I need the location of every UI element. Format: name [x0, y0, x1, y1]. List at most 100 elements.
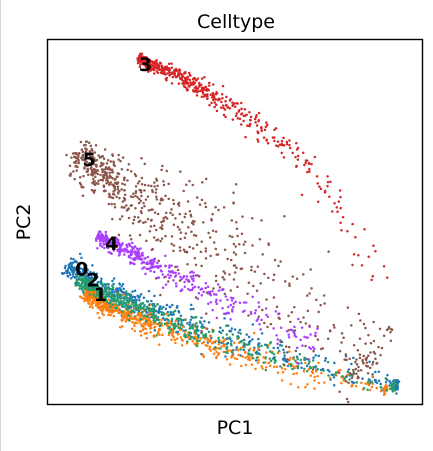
data-point — [319, 303, 322, 307]
data-point — [161, 273, 164, 276]
data-point — [223, 248, 227, 251]
data-point — [255, 289, 259, 292]
data-point — [317, 381, 320, 385]
data-point — [340, 341, 343, 344]
data-point — [224, 338, 227, 341]
data-point — [172, 71, 176, 74]
data-point — [137, 309, 141, 313]
data-point — [275, 365, 279, 368]
data-point — [95, 275, 99, 279]
data-point — [132, 218, 136, 222]
data-point — [74, 161, 77, 165]
data-point — [327, 374, 330, 377]
data-point — [120, 188, 123, 191]
data-point — [188, 323, 191, 327]
data-point — [91, 264, 94, 267]
data-point — [121, 305, 124, 308]
data-point — [65, 271, 69, 275]
data-point — [224, 351, 227, 354]
data-point — [128, 234, 132, 237]
data-point — [333, 373, 336, 376]
data-point — [272, 273, 276, 277]
data-point — [317, 354, 321, 358]
data-point — [138, 307, 142, 310]
data-point — [122, 287, 125, 291]
data-point — [266, 315, 270, 318]
data-point — [154, 315, 157, 318]
data-point — [71, 261, 75, 264]
data-point — [357, 254, 360, 257]
data-point — [339, 195, 342, 199]
data-point — [72, 257, 75, 261]
data-point — [339, 206, 342, 210]
data-point — [147, 209, 151, 212]
data-point — [292, 356, 295, 359]
data-point — [303, 367, 306, 371]
data-point — [113, 178, 116, 181]
data-point — [268, 364, 272, 368]
series-4 — [94, 230, 319, 365]
data-point — [99, 178, 103, 182]
data-point — [316, 368, 319, 371]
data-point — [236, 117, 240, 120]
data-point — [346, 230, 349, 233]
data-point — [239, 101, 243, 105]
data-point — [385, 389, 389, 392]
data-point — [256, 317, 260, 321]
data-point — [238, 108, 241, 112]
data-point — [257, 301, 260, 304]
data-point — [77, 155, 80, 159]
data-point — [101, 283, 105, 287]
data-point — [209, 293, 212, 297]
data-point — [134, 316, 138, 319]
data-point — [107, 192, 111, 196]
data-point — [140, 307, 144, 310]
data-point — [84, 159, 87, 163]
data-point — [120, 318, 123, 322]
data-point — [283, 214, 286, 218]
data-point — [211, 229, 215, 232]
data-point — [161, 164, 164, 168]
data-point — [157, 321, 161, 324]
data-point — [74, 151, 77, 155]
data-point — [243, 251, 247, 255]
data-point — [283, 368, 287, 371]
data-point — [177, 326, 180, 329]
data-point — [184, 318, 187, 321]
data-point — [257, 119, 261, 122]
data-point — [98, 297, 102, 301]
data-point — [389, 331, 392, 334]
data-point — [362, 362, 365, 365]
data-point — [189, 271, 192, 274]
data-point — [86, 275, 90, 278]
data-point — [191, 274, 195, 278]
data-point — [132, 309, 135, 313]
data-point — [265, 121, 268, 124]
data-point — [308, 292, 311, 295]
data-point — [102, 157, 106, 160]
data-point — [360, 381, 363, 384]
data-point — [144, 198, 148, 201]
data-point — [359, 368, 363, 372]
data-point — [125, 204, 128, 207]
data-point — [341, 375, 344, 378]
data-point — [352, 372, 356, 375]
data-point — [152, 313, 155, 317]
data-point — [168, 325, 171, 329]
data-point — [130, 327, 134, 330]
data-point — [94, 175, 97, 179]
data-point — [108, 171, 111, 175]
data-point — [345, 358, 348, 362]
data-point — [125, 295, 128, 298]
data-point — [129, 195, 133, 198]
data-point — [352, 381, 356, 385]
data-point — [250, 265, 253, 269]
data-point — [117, 153, 120, 157]
data-point — [249, 310, 253, 314]
data-point — [111, 288, 115, 292]
data-point — [178, 246, 182, 249]
data-point — [152, 236, 156, 239]
data-point — [144, 319, 148, 323]
data-point — [241, 355, 245, 358]
